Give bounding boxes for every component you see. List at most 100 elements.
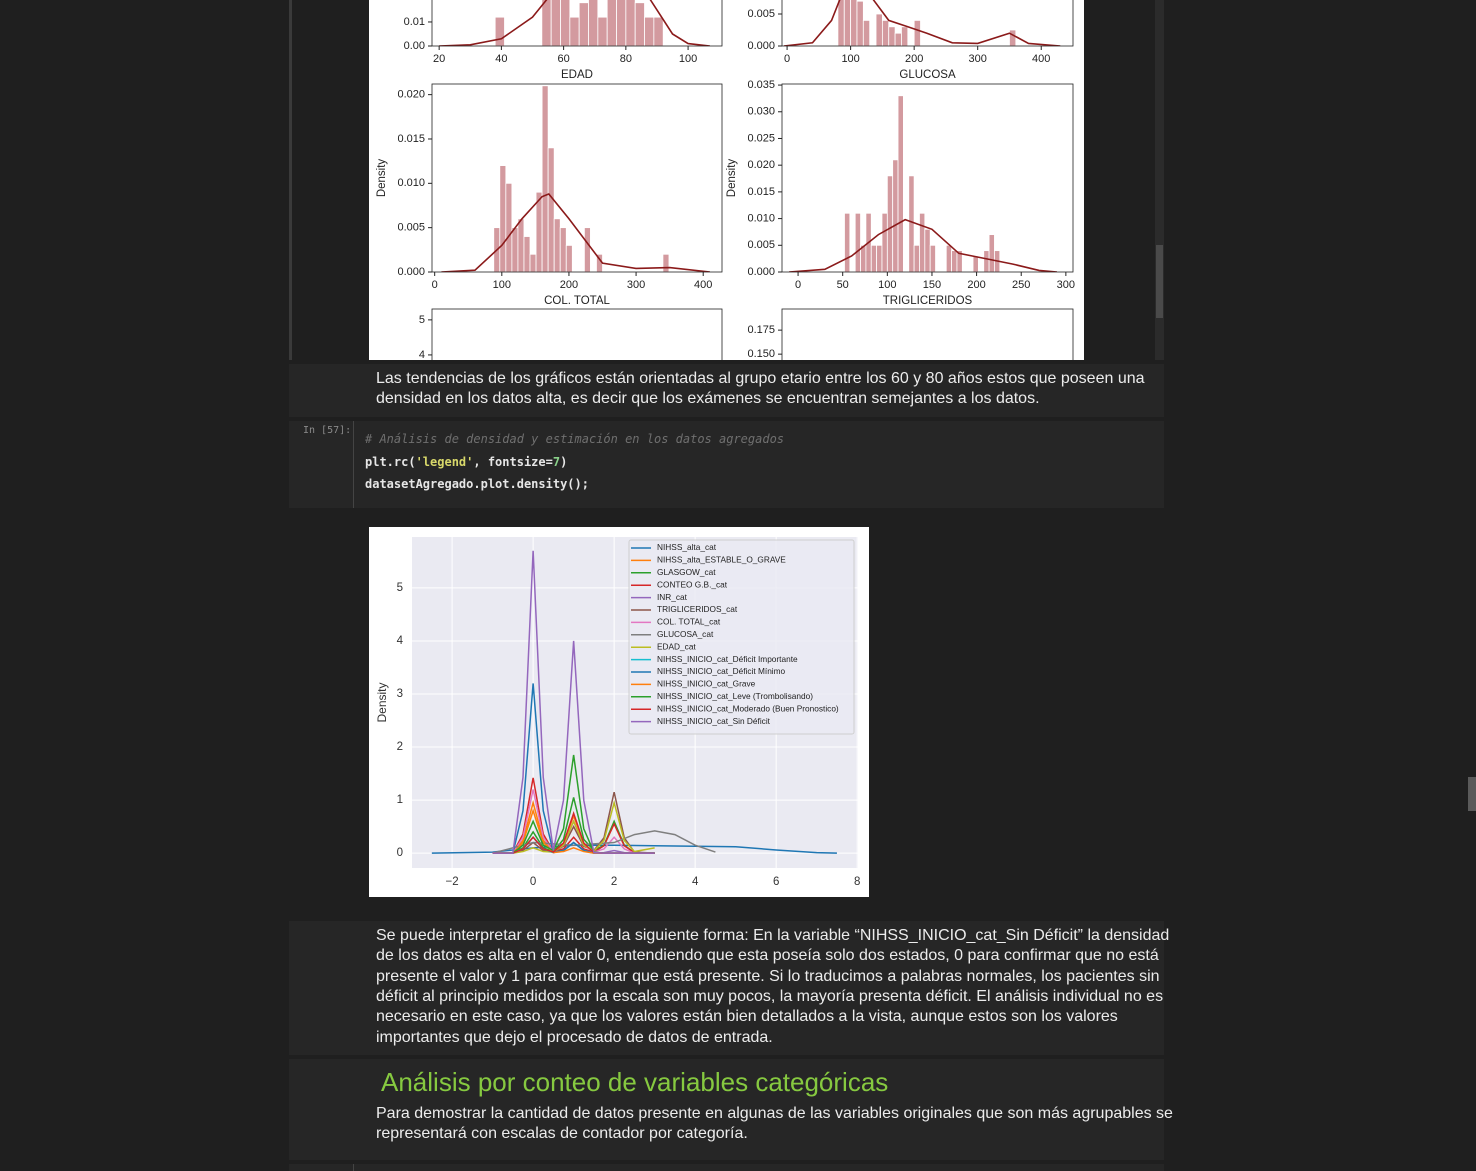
legend-label: COL. TOTAL_cat — [657, 617, 721, 627]
axes-frame — [431, 83, 723, 273]
y-tick-label: 1 — [397, 794, 403, 806]
legend-box — [628, 539, 855, 735]
text-line: déficit al principio medidos por la esca… — [376, 987, 1164, 1005]
hist-bar — [988, 234, 995, 272]
y-axis-label: Density — [726, 159, 738, 198]
plot-area — [439, 0, 710, 46]
hist-bar — [844, 212, 851, 272]
y-tick-label: 0.020 — [397, 89, 425, 101]
markdown-cell[interactable]: Se puede interpretar el grafico de la si… — [289, 921, 1169, 1055]
hist-bar — [588, 0, 599, 46]
page-scrollbar-thumb[interactable] — [1468, 777, 1476, 811]
kde-line — [439, 0, 710, 46]
axes-frame — [431, 308, 723, 360]
text-line: importantes que dejo el procesado de dat… — [376, 1028, 773, 1046]
next-cell[interactable] — [289, 1164, 1164, 1171]
hist-bar — [644, 16, 655, 46]
y-tick-label: 0.000 — [747, 266, 775, 278]
hist-bar — [662, 253, 670, 272]
hist-bar — [876, 244, 883, 272]
hist-bar — [894, 32, 902, 46]
y-tick-label: 5 — [419, 314, 425, 326]
x-tick-label: 150 — [923, 279, 941, 291]
text-line: densidad en los datos alta, es decir que… — [376, 390, 1040, 407]
x-tick-label: 300 — [969, 53, 987, 65]
hist-bar — [908, 175, 915, 272]
hist-bar — [529, 253, 537, 272]
hist-bar — [919, 212, 926, 272]
hist-bar — [597, 16, 608, 46]
hist-bar — [870, 244, 878, 272]
legend-label: INR_cat — [657, 592, 688, 602]
y-tick-label: 0.000 — [397, 266, 425, 278]
x-tick-label: 50 — [837, 279, 849, 291]
kde-line — [789, 218, 1058, 272]
legend-label: GLASGOW_cat — [657, 567, 716, 577]
x-tick-label: 60 — [557, 53, 569, 65]
hist-bar — [499, 165, 507, 272]
hist-bar — [837, 0, 845, 46]
x-tick-label: 250 — [1012, 279, 1030, 291]
hist-bar — [875, 13, 883, 46]
hist-bar — [929, 244, 936, 272]
hist-bar — [956, 250, 963, 272]
hist-bar — [553, 218, 561, 272]
hist-bar — [494, 16, 505, 46]
x-tick-label: 4 — [692, 876, 699, 888]
y-tick-label: 0.00 — [404, 40, 425, 52]
markdown-cell[interactable]: Análisis por conteo de variables categór… — [289, 1059, 1173, 1160]
legend-label: NIHSS_alta_cat — [657, 542, 717, 552]
hist-bar — [881, 212, 888, 272]
code-line: # Análisis de densidad y estimación en l… — [365, 432, 784, 446]
hist-bar — [625, 0, 636, 46]
y-tick-label: 0.015 — [397, 133, 425, 145]
cell-border — [353, 1164, 354, 1171]
text-line: Para demostrar la cantidad de datos pres… — [376, 1105, 1173, 1122]
y-axis-label: Density — [375, 682, 389, 722]
hist-bar — [616, 0, 627, 46]
hist-bar — [888, 26, 896, 46]
x-tick-label: 400 — [694, 279, 712, 291]
hist-bar — [886, 175, 894, 272]
hist-bar — [892, 159, 899, 272]
x-tick-label: 100 — [841, 53, 859, 65]
hist-bar — [951, 250, 958, 272]
y-tick-label: 5 — [397, 582, 403, 594]
x-tick-label: 40 — [495, 53, 507, 65]
scrollbar-thumb[interactable] — [1156, 245, 1163, 318]
density-line — [492, 791, 655, 854]
code-line: plt.rc('legend', fontsize=7) — [365, 455, 567, 469]
x-tick-label: 100 — [493, 279, 511, 291]
x-tick-label: 200 — [905, 53, 923, 65]
x-tick-label: 20 — [433, 53, 445, 65]
hist-bar — [854, 212, 861, 272]
y-tick-label: 3 — [397, 688, 403, 700]
x-tick-label: 0 — [784, 53, 790, 65]
hist-bar — [897, 95, 904, 272]
code-editor[interactable]: # Análisis de densidad y estimación en l… — [353, 421, 1165, 508]
legend-label: NIHSS_alta_ESTABLE_O_GRAVE — [657, 555, 786, 565]
code-token: plt.rc( — [365, 454, 416, 469]
hist-bar — [578, 2, 589, 46]
hist-bar — [535, 191, 543, 272]
y-tick-label: 0 — [397, 847, 403, 859]
y-tick-label: 4 — [397, 635, 404, 647]
text-line: necesario en este caso, ya que los valor… — [376, 1008, 1118, 1026]
y-tick-label: 0.000 — [747, 40, 775, 52]
hist-bar — [550, 0, 561, 46]
output-scrollbar[interactable] — [1155, 0, 1164, 360]
hist-bar — [843, 0, 852, 46]
x-tick-label: 6 — [773, 876, 779, 888]
y-axis-label: Density — [376, 159, 388, 198]
x-tick-label: −2 — [446, 876, 459, 888]
hist-bar — [523, 236, 531, 272]
hist-bar — [565, 244, 573, 272]
code-cell[interactable]: In [57]: # Análisis de densidad y estima… — [289, 421, 1164, 508]
hist-bar — [945, 244, 953, 272]
x-tick-label: 300 — [1057, 279, 1075, 291]
hist-bar — [924, 228, 931, 272]
axes-frame — [781, 308, 1074, 360]
legend-label: CONTEO G.B._cat — [657, 579, 728, 589]
y-tick-label: 0.010 — [747, 212, 775, 224]
markdown-cell[interactable]: Las tendencias de los gráficos están ori… — [289, 364, 1164, 417]
